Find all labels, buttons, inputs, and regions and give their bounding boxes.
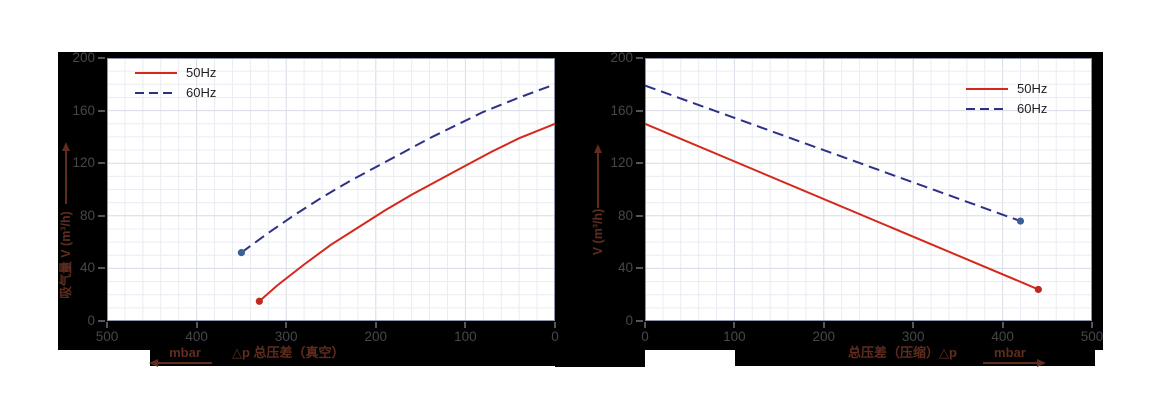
x-tick-label: 500 [1080,329,1104,344]
series-line-60Hz [645,84,1021,223]
y-axis-arrow-icon [594,144,602,208]
x-tick-mark [912,322,915,328]
x-tick-label: 100 [723,329,746,344]
legend-label: 60Hz [1017,101,1048,116]
y-tick-label: 120 [610,155,633,171]
y-tick-mark [636,162,643,165]
y-tick-label: 160 [72,102,95,118]
y-tick-mark [98,109,105,112]
legend-label: 50Hz [1017,81,1048,96]
y-tick-label: 200 [610,50,633,65]
x-tick-mark [733,322,736,328]
x-axis-unit-block: mbar [982,345,1046,368]
frame-extension [150,350,555,366]
x-tick-mark [285,322,288,328]
x-tick-label: 200 [364,329,388,344]
y-tick-mark [636,267,643,270]
vacuum-legend: 50Hz 60Hz [135,66,216,99]
series-line-60Hz [240,83,555,254]
x-tick-label: 200 [812,329,836,344]
x-axis-unit-block: mbar [149,345,212,368]
y-tick-mark [636,320,643,322]
y-tick-label: 40 [79,260,95,276]
x-tick-mark [195,322,198,328]
series-line-50Hz [258,122,555,303]
x-tick-mark [464,322,467,328]
x-tick-mark [106,322,108,328]
frame-extension [735,350,1095,366]
legend-item-60Hz: 60Hz [135,86,216,99]
x-axis-unit: mbar [994,345,1026,360]
series-endpoint-60Hz [237,249,245,257]
compression-legend: 50Hz 60Hz [966,82,1047,115]
x-tick-label: 300 [901,329,925,344]
y-tick-mark [98,267,105,270]
compression-x-axis-title: 总压差（压缩）△p [848,345,957,360]
y-tick-mark [636,214,643,217]
x-tick-mark [822,322,825,328]
x-tick-mark [1091,322,1093,328]
x-tick-label: 400 [185,329,208,344]
y-tick-label: 40 [617,260,633,276]
y-tick-label: 0 [625,313,633,328]
legend-item-50Hz: 50Hz [966,82,1047,95]
y-tick-mark [98,320,105,322]
x-tick-label: 300 [274,329,298,344]
x-tick-label: 500 [95,329,119,344]
x-tick-mark [554,322,556,328]
x-tick-mark [644,322,646,328]
series-endpoint-60Hz [1016,217,1025,225]
x-tick-mark [374,322,377,328]
direction-arrow-left-icon [149,359,212,368]
legend-line-sample [966,87,1008,90]
y-tick-label: 200 [72,50,95,65]
x-tick-mark [1001,322,1004,328]
y-tick-label: 80 [617,207,633,223]
x-tick-label: 0 [551,329,559,344]
legend-item-50Hz: 50Hz [135,66,216,79]
y-tick-mark [636,109,643,112]
y-tick-label: 160 [610,102,633,118]
compression-plot-area [645,58,1092,321]
frame-extension [555,350,645,367]
series-endpoint-50Hz [1034,285,1042,294]
x-tick-label: 400 [991,329,1014,344]
legend-line-sample [135,71,177,74]
legend-label: 60Hz [186,85,217,100]
y-axis-arrow-icon [62,142,70,204]
x-tick-label: 100 [454,329,477,344]
y-tick-mark [98,162,105,165]
direction-arrow-right-icon [982,359,1046,368]
legend-line-sample [966,107,1008,110]
x-axis-unit: mbar [169,345,201,360]
vacuum-x-axis-title-row: mbar △p 总压差（真空） [149,345,345,368]
y-tick-mark [98,214,105,217]
chart-svg [645,58,1092,321]
x-tick-label: 0 [641,329,649,344]
y-tick-mark [636,57,643,59]
y-tick-mark [98,57,105,59]
vacuum-x-axis-title: △p 总压差（真空） [232,345,345,360]
legend-line-sample [135,91,177,94]
legend-item-60Hz: 60Hz [966,102,1047,115]
compression-x-axis-title-row: 总压差（压缩）△p mbar [848,345,1046,368]
y-tick-label: 120 [72,155,95,171]
legend-label: 50Hz [186,65,217,80]
series-line-50Hz [645,122,1039,291]
y-tick-label: 0 [87,313,95,328]
y-tick-label: 80 [79,207,95,223]
series-endpoint-50Hz [255,297,263,305]
chart-svg [107,58,555,321]
vacuum-plot-area [107,58,555,321]
